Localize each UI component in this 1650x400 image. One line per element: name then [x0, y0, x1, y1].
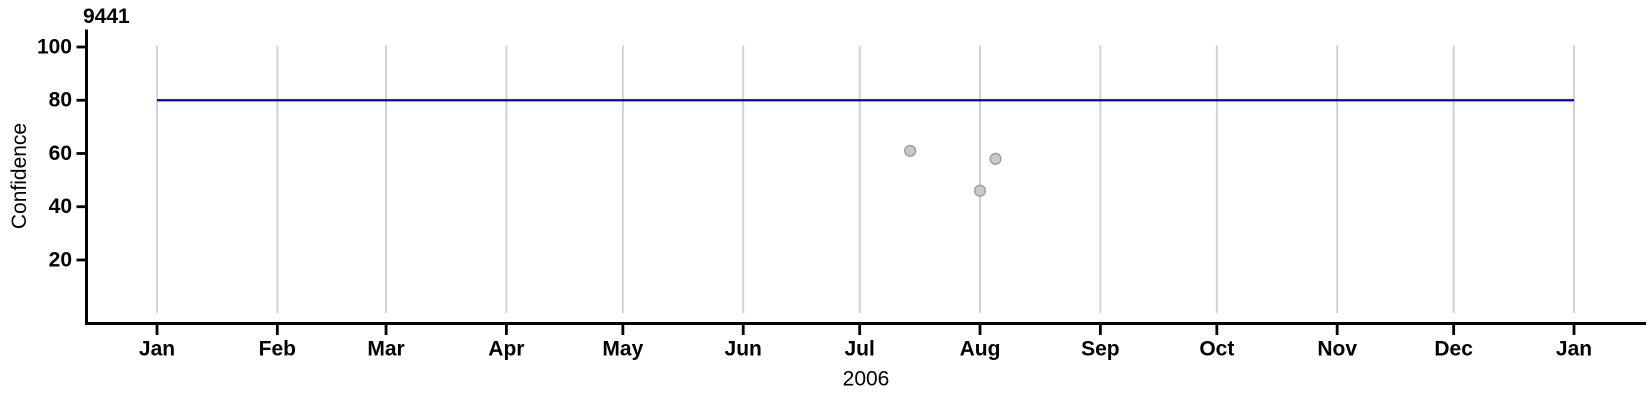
y-tick-label: 80: [49, 89, 72, 112]
y-axis-title: Confidence: [8, 123, 31, 229]
x-tick-label: Oct: [1199, 338, 1234, 361]
y-tick-label: 20: [49, 248, 72, 271]
x-tick-label: Apr: [488, 338, 524, 361]
x-tick-label: Dec: [1434, 338, 1473, 361]
data-point: [973, 184, 987, 197]
y-tick-label: 40: [49, 195, 72, 218]
data-point: [904, 144, 917, 157]
x-tick-label: Aug: [960, 338, 1001, 361]
gridlines-layer: [156, 45, 1575, 313]
axes-layer: 20 40 60 80 100 Jan Feb Mar Apr May Jun Jul Aug Sep Oc…: [37, 29, 1646, 361]
x-tick-label: May: [602, 338, 643, 361]
x-tick-label: Mar: [367, 338, 404, 361]
x-tick-label: Jan: [139, 338, 175, 361]
panel-title: 9441: [83, 5, 130, 28]
x-tick-label: Jul: [845, 338, 875, 361]
series-layer: [157, 99, 1574, 197]
x-tick-label: Jun: [725, 338, 762, 361]
x-axis-title: 2006: [843, 368, 890, 391]
y-tick-label: 100: [37, 36, 72, 59]
x-tick-label: Feb: [259, 338, 296, 361]
x-tick-label: Sep: [1081, 338, 1120, 361]
data-point: [989, 152, 1002, 165]
y-tick-label: 60: [49, 142, 72, 165]
x-tick-label: Nov: [1317, 338, 1357, 361]
x-tick-label: Jan: [1556, 338, 1592, 361]
